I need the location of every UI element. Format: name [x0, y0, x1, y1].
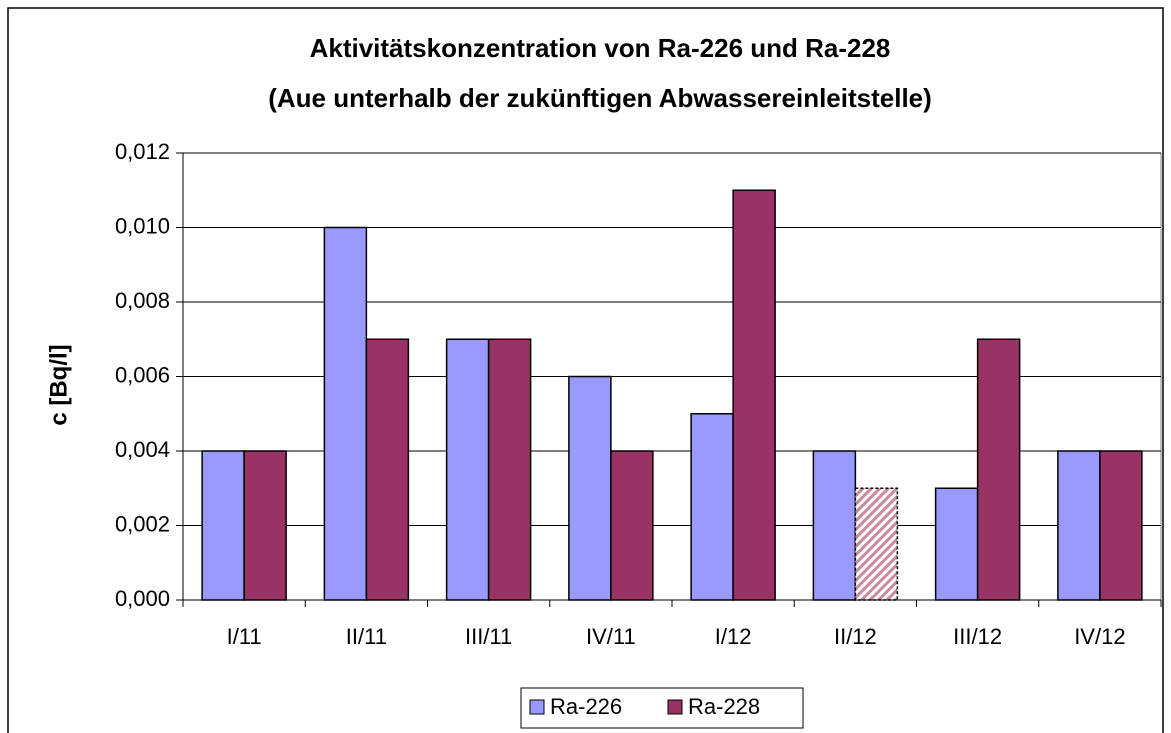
bar [323, 226, 368, 601]
legend-swatch [667, 699, 683, 715]
bar [201, 450, 245, 601]
y-tick-label: 0,010 [115, 213, 170, 238]
y-axis-label: c [Bq/l] [45, 344, 72, 425]
chart-title: (Aue unterhalb der zukünftigen Abwassere… [268, 83, 932, 113]
x-tick-label: IV/12 [1074, 624, 1125, 649]
legend-label: Ra-228 [688, 694, 760, 719]
y-tick-label: 0,004 [115, 437, 170, 462]
bar [854, 487, 899, 601]
bar [812, 450, 857, 601]
bar [568, 375, 612, 601]
bar [732, 189, 776, 601]
bar [610, 450, 654, 601]
bar [487, 338, 532, 601]
x-tick-label: I/11 [227, 624, 262, 649]
chart-title: Aktivitätskonzentration von Ra-226 und R… [310, 33, 891, 63]
x-tick-label: III/12 [953, 624, 1002, 649]
bar [1057, 450, 1101, 601]
x-tick-label: II/11 [346, 624, 387, 649]
bar [690, 413, 734, 601]
y-tick-label: 0,008 [115, 288, 170, 313]
bar [976, 338, 1021, 601]
bar [1099, 450, 1143, 601]
y-tick-label: 0,002 [115, 511, 170, 536]
legend-swatch [529, 699, 545, 715]
y-tick-label: 0,012 [115, 139, 170, 164]
legend [520, 687, 804, 729]
legend-label: Ra-226 [550, 694, 622, 719]
x-tick-label: II/12 [834, 624, 877, 649]
bar [243, 450, 287, 601]
bar [934, 487, 979, 601]
y-tick-label: 0,000 [115, 586, 170, 611]
y-tick-label: 0,006 [115, 362, 170, 387]
x-tick-label: IV/11 [586, 624, 636, 649]
bar [365, 338, 410, 601]
x-tick-label: III/11 [465, 624, 512, 649]
bar [445, 338, 490, 601]
x-tick-label: I/12 [715, 624, 752, 649]
